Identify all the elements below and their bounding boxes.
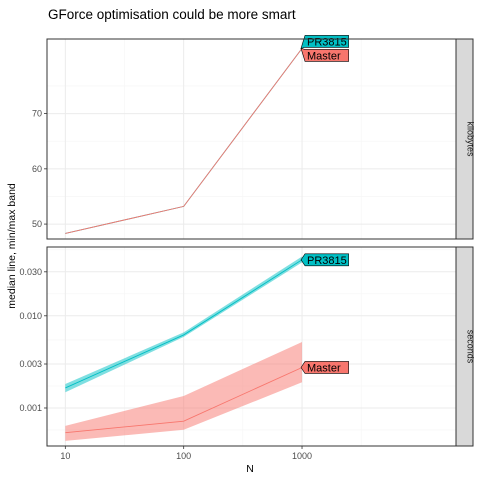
strip-background <box>455 38 474 240</box>
panel-border <box>46 38 457 240</box>
median-line-pr3815 <box>65 259 303 389</box>
x-tick-label: 1000 <box>292 451 312 461</box>
minmax-band-pr3815 <box>65 256 303 393</box>
end-label-master: Master <box>307 362 341 374</box>
end-label-box-master <box>300 361 349 374</box>
end-label-box-pr3815 <box>300 253 349 267</box>
y-tick-label: 60 <box>32 164 42 174</box>
y-tick-label: 0.030 <box>19 267 42 277</box>
strip-label-kilobytes: kilobytes <box>466 121 476 157</box>
x-tick-label: 100 <box>176 451 191 461</box>
median-line-master <box>65 367 303 434</box>
strip-label-seconds: seconds <box>466 330 476 364</box>
x-tick-label: 10 <box>60 451 70 461</box>
y-tick-label: 0.003 <box>19 359 42 369</box>
panel-seconds: PR3815 Master seconds 0.001 0.003 0.010 0.030 1… <box>19 246 476 461</box>
x-axis-title: N <box>246 463 254 475</box>
panels-layer: PR3815 Master kilobytes 50 60 70 PR3815 Master s… <box>19 35 476 461</box>
y-tick-label: 0.010 <box>19 311 42 321</box>
y-axis-title: median line, min/max band <box>6 183 18 309</box>
end-label-pr3815: PR3815 <box>307 255 347 267</box>
strip-background <box>455 246 474 447</box>
chart-title: GForce optimisation could be more smart <box>48 7 296 22</box>
y-tick-label: 70 <box>32 109 42 119</box>
end-label-master: Master <box>307 50 341 62</box>
y-tick-label: 0.001 <box>19 403 42 413</box>
median-line-master <box>65 48 303 234</box>
end-label-pr3815: PR3815 <box>307 36 347 48</box>
minmax-band-master <box>65 341 303 441</box>
y-tick-label: 50 <box>32 219 42 229</box>
end-label-box-master <box>300 47 349 62</box>
panel-kilobytes: PR3815 Master kilobytes 50 60 70 <box>32 35 476 240</box>
